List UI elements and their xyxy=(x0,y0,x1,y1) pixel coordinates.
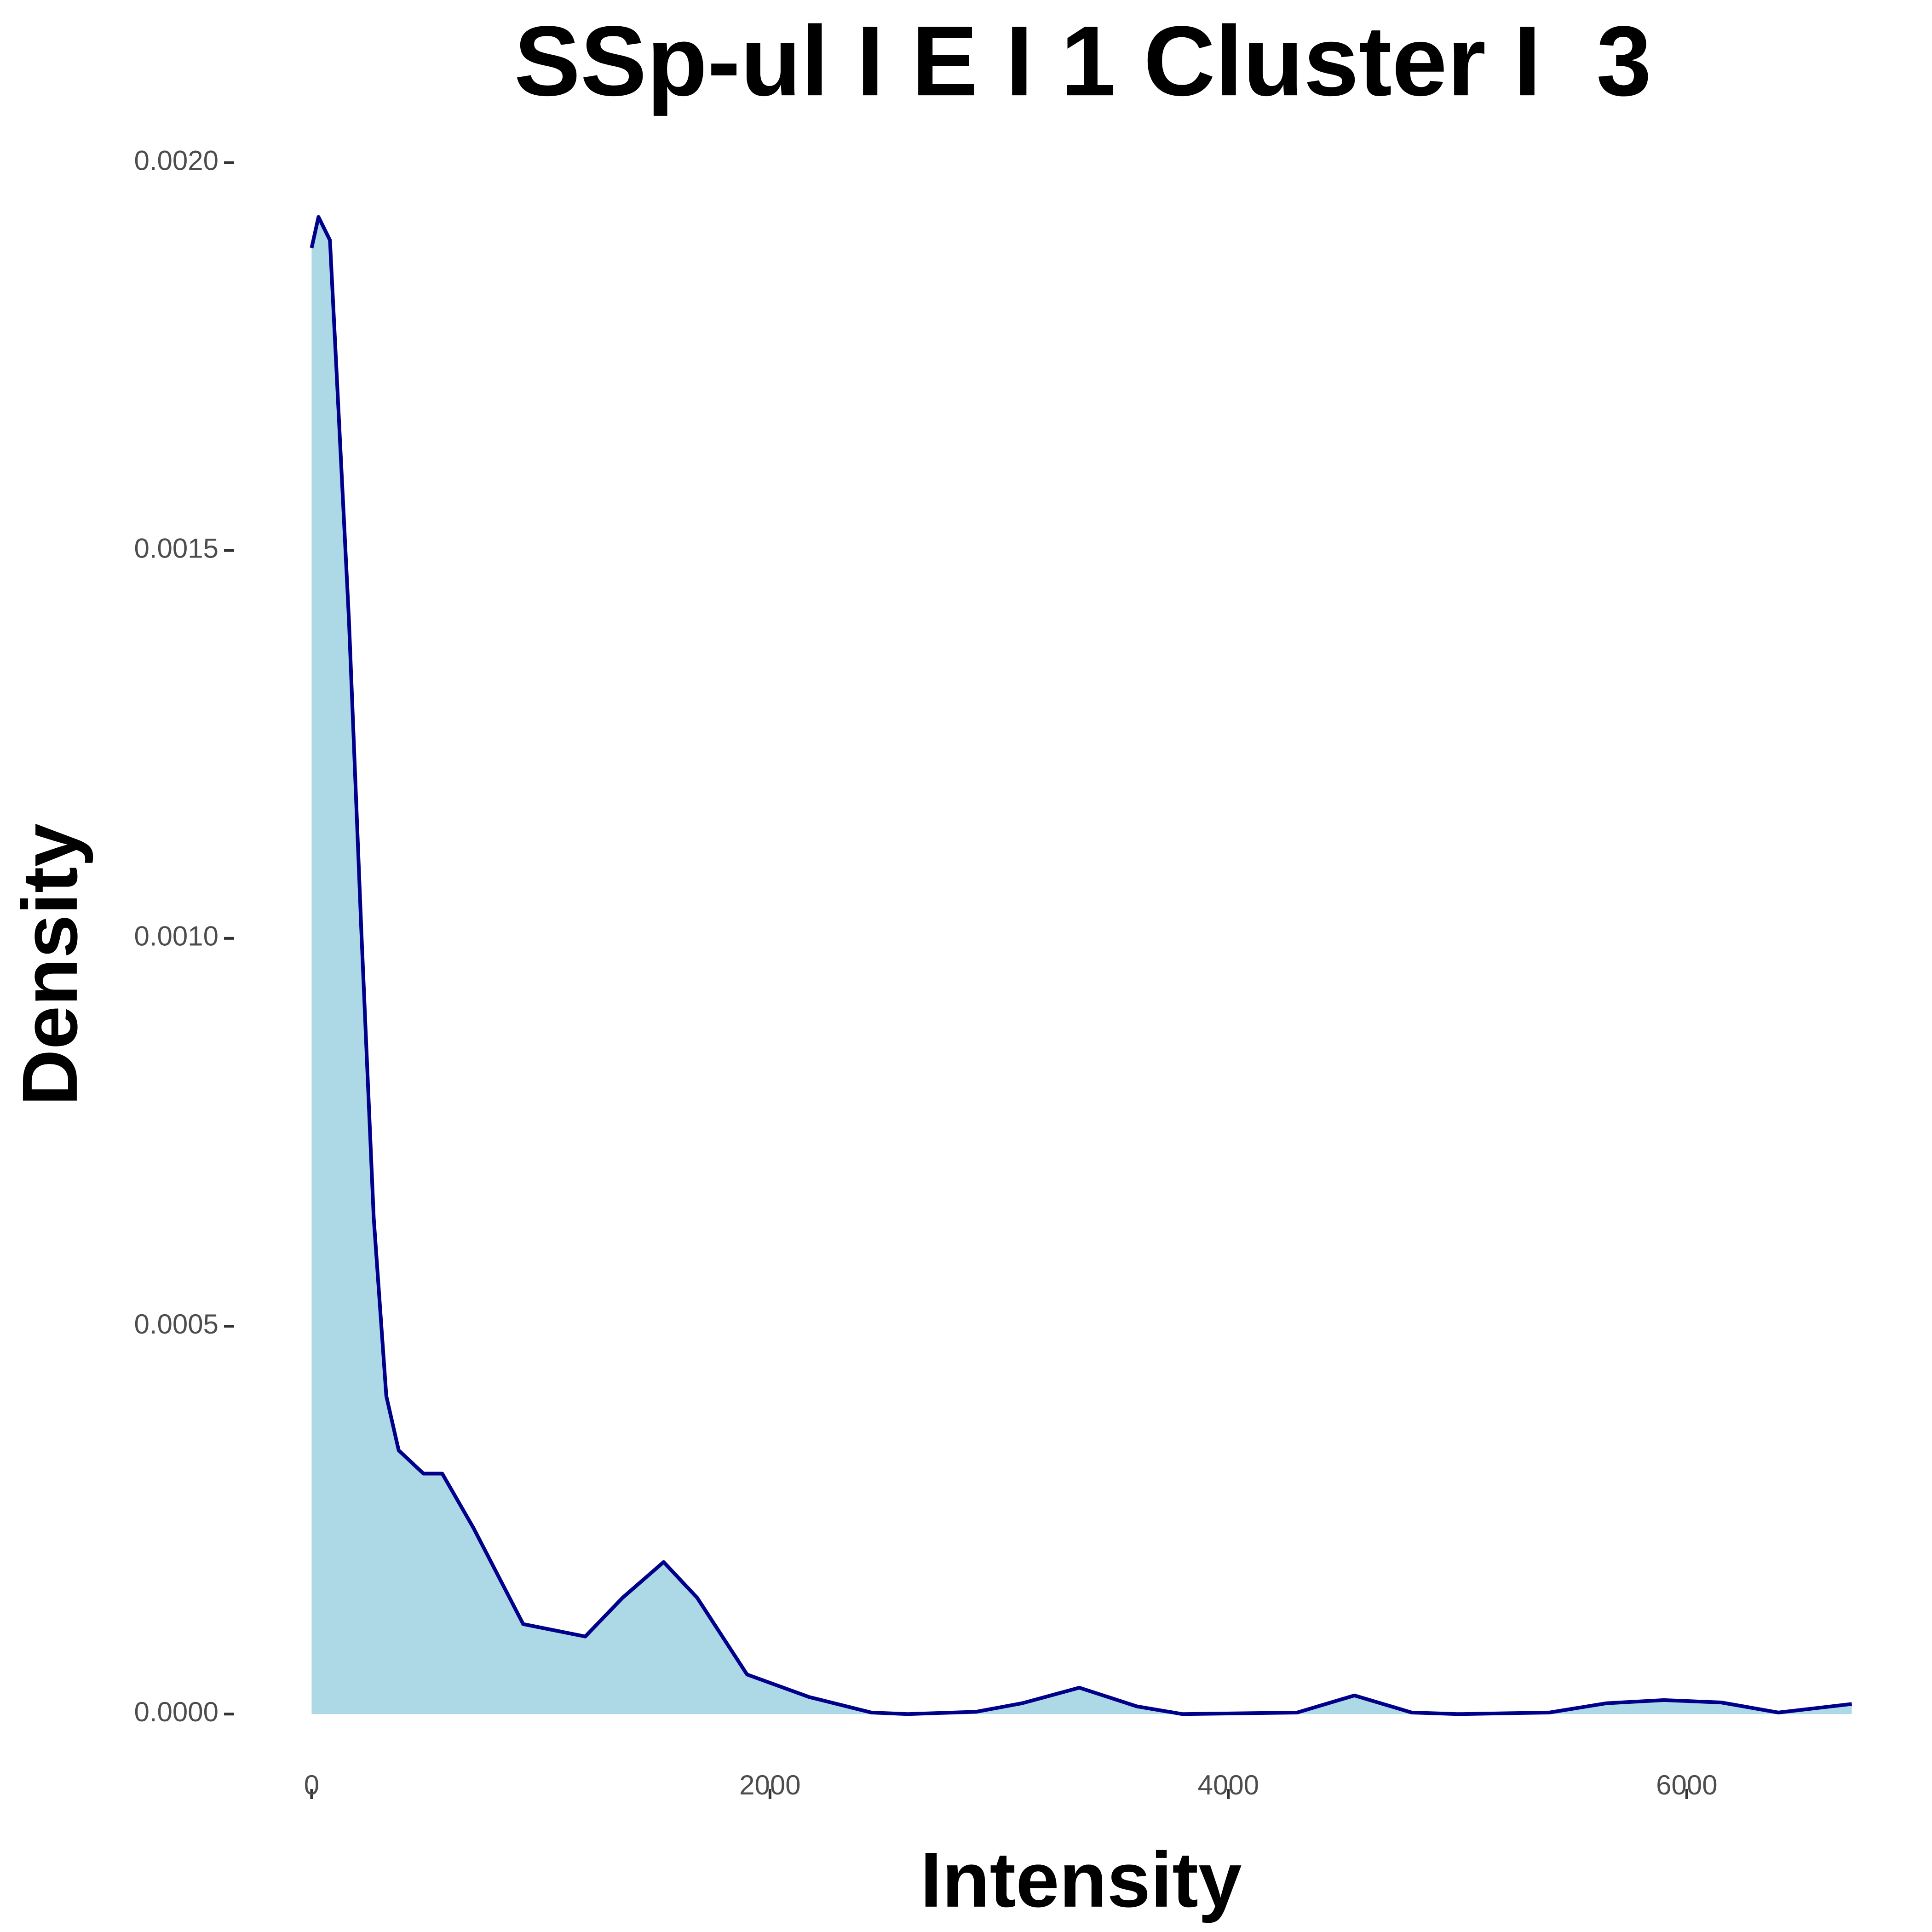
y-tick-label: 0.0020 xyxy=(134,145,218,176)
y-tick-label: 0.0010 xyxy=(134,921,218,952)
chart-title: SSp-ul I E I 1 Cluster I 3 xyxy=(514,5,1652,116)
x-tick-label: 2000 xyxy=(739,1770,800,1800)
x-tick-label: 4000 xyxy=(1198,1770,1259,1800)
y-tick-label: 0.0005 xyxy=(134,1309,218,1340)
y-axis-title: Density xyxy=(6,823,94,1106)
y-tick-label: 0.0015 xyxy=(134,533,218,564)
density-line xyxy=(310,215,1852,1716)
density-area xyxy=(311,217,1852,1714)
x-tick-label: 0 xyxy=(304,1770,319,1800)
x-axis-title: Intensity xyxy=(920,1836,1242,1924)
x-tick-label: 6000 xyxy=(1656,1770,1717,1800)
y-tick-label: 0.0000 xyxy=(134,1696,218,1727)
